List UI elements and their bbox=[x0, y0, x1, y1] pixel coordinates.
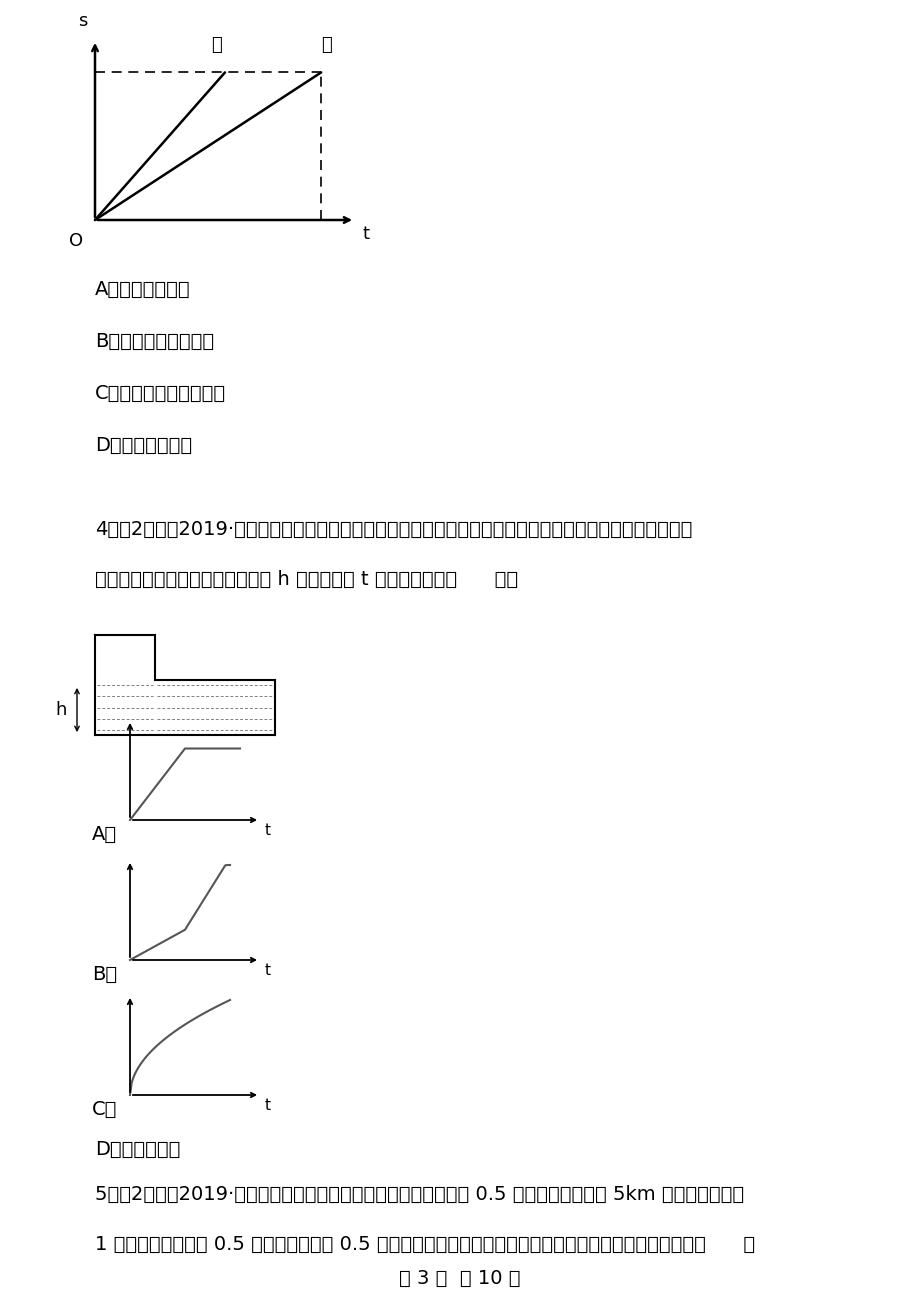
Text: t: t bbox=[265, 1098, 271, 1113]
Text: s: s bbox=[77, 12, 87, 30]
Text: h: h bbox=[55, 700, 67, 719]
Text: 水，那么下图能表达水的最大深度 h 和注水时间 t 之间关系的是（      ）。: 水，那么下图能表达水的最大深度 h 和注水时间 t 之间关系的是（ ）。 bbox=[95, 570, 517, 589]
Text: D．甲先到达终点: D．甲先到达终点 bbox=[95, 436, 192, 454]
Text: B．乙比甲跑的路程多: B．乙比甲跑的路程多 bbox=[95, 332, 214, 352]
Text: 乙: 乙 bbox=[321, 36, 331, 55]
Text: A．甲比乙先出发: A．甲比乙先出发 bbox=[95, 280, 190, 299]
Text: t: t bbox=[265, 823, 271, 838]
Text: B．: B． bbox=[92, 965, 117, 984]
Text: 1 小时，出馆后休息 0.5 小时，然后乘车 0.5 小时返回学校．下面几幅图中描述了他们的这一活动行程的是（      ）: 1 小时，出馆后休息 0.5 小时，然后乘车 0.5 小时返回学校．下面几幅图中… bbox=[95, 1236, 754, 1254]
Text: O: O bbox=[69, 232, 83, 250]
Text: t: t bbox=[265, 963, 271, 978]
Text: 4．（2分）（2019·苏州）下图是某蓄水池横截面图，分为深水区与浅水区，如果这个蓄水池以固定的流量注: 4．（2分）（2019·苏州）下图是某蓄水池横截面图，分为深水区与浅水区，如果这… bbox=[95, 519, 692, 539]
Text: 第 3 页  共 10 页: 第 3 页 共 10 页 bbox=[399, 1268, 520, 1288]
Text: t: t bbox=[363, 225, 369, 243]
Text: 5．（2分）（2019·鄢州）实验小学六年级同学从学校出发，乘车 0.5 小时，来到离学校 5km 的科技馆，参观: 5．（2分）（2019·鄢州）实验小学六年级同学从学校出发，乘车 0.5 小时，… bbox=[95, 1185, 743, 1204]
Text: C．甲、乙两人速度相同: C．甲、乙两人速度相同 bbox=[95, 384, 226, 404]
Text: C．: C． bbox=[92, 1100, 118, 1118]
Text: D．以上都不对: D．以上都不对 bbox=[95, 1141, 180, 1159]
Text: 甲: 甲 bbox=[211, 36, 222, 55]
Text: A．: A． bbox=[92, 825, 117, 844]
